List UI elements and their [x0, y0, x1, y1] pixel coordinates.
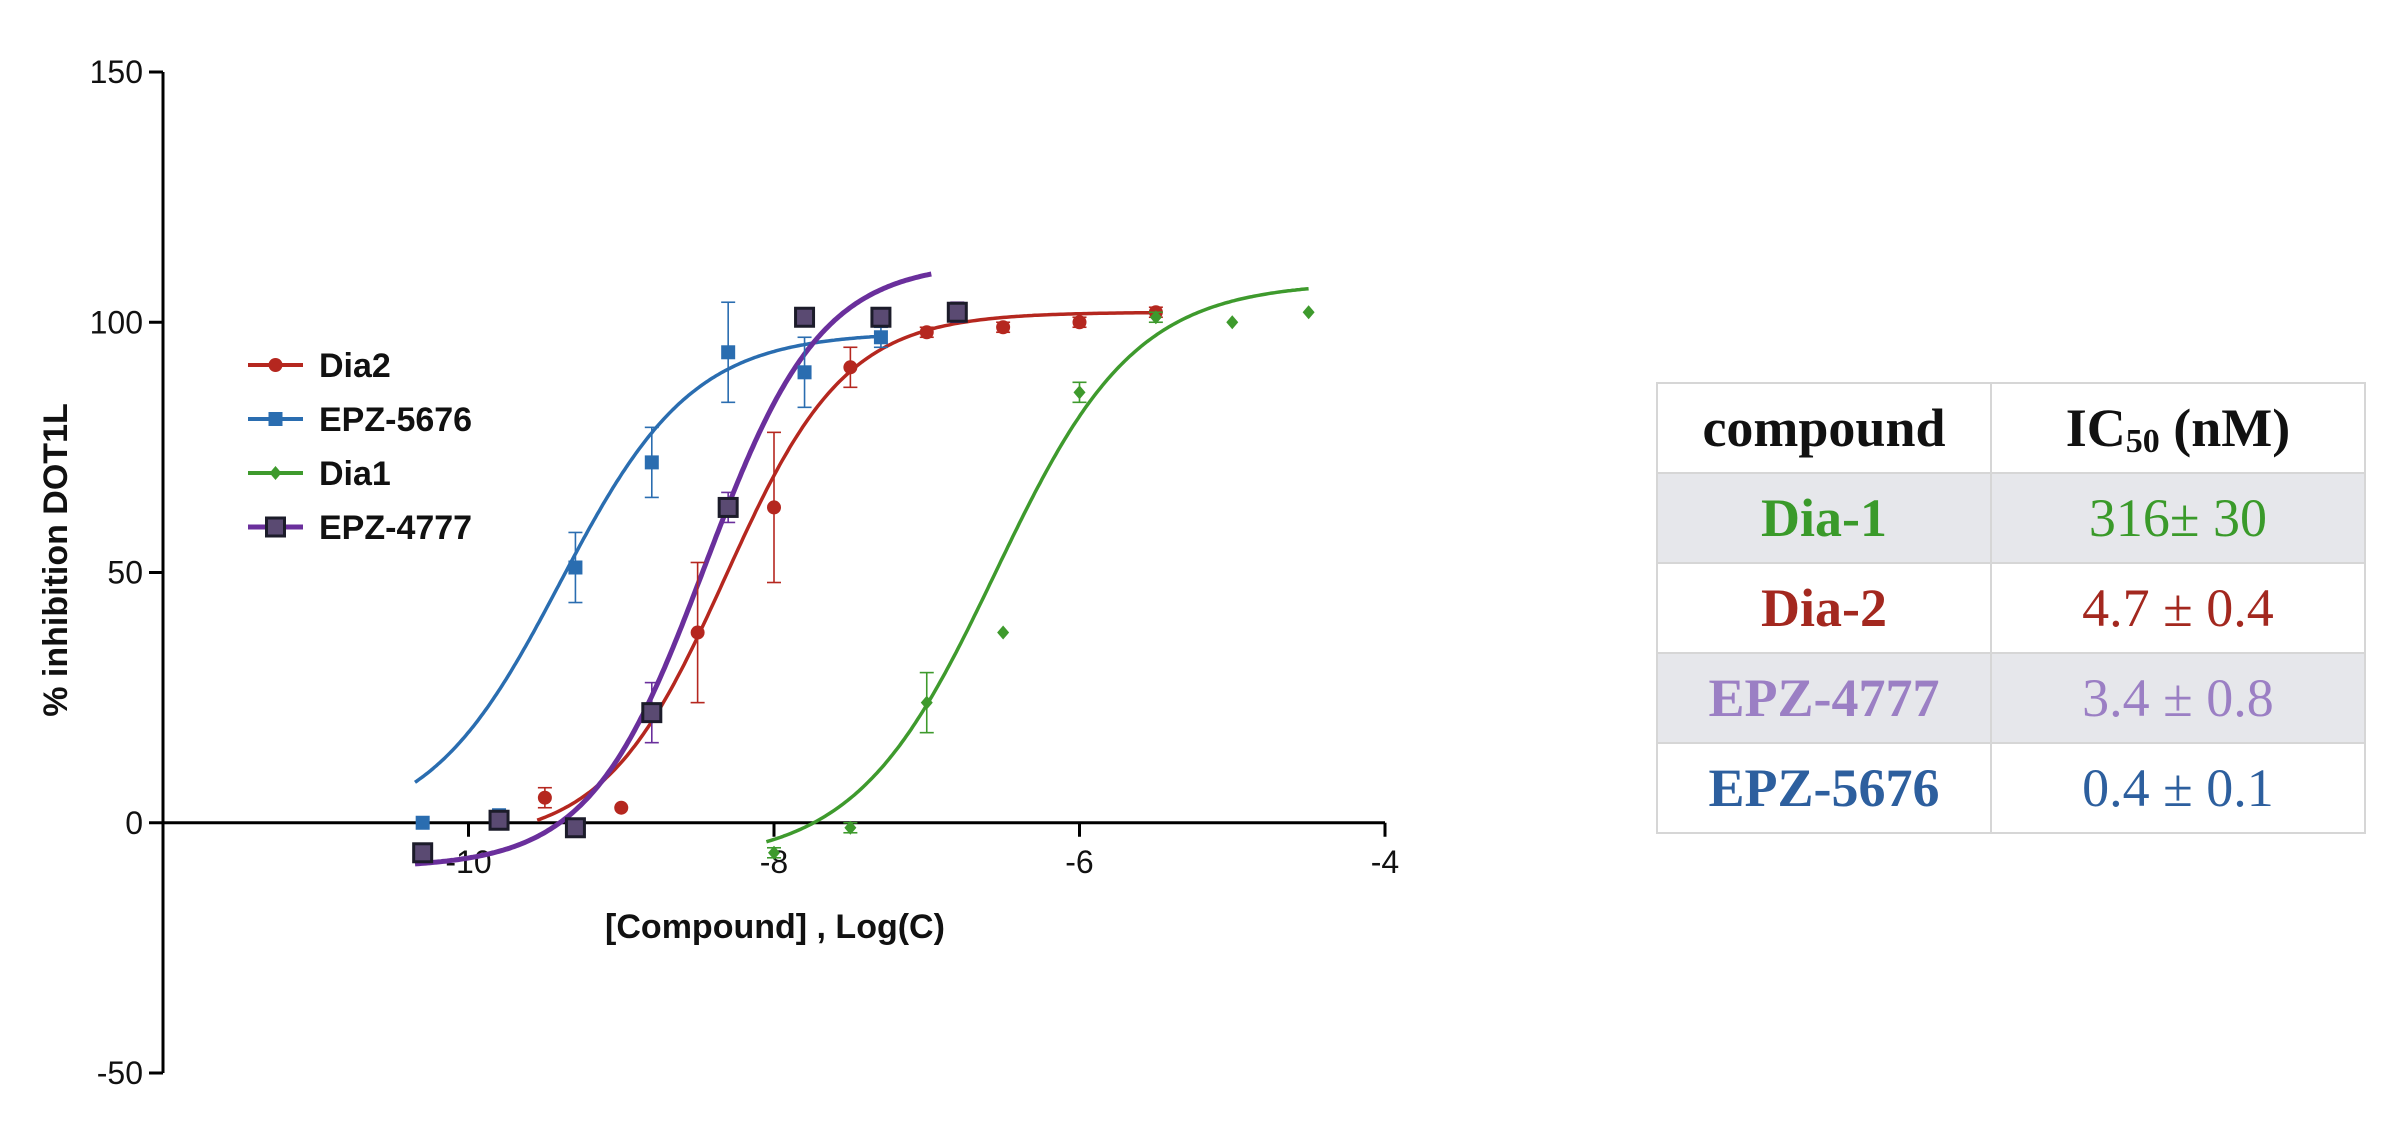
chart-legend: Dia2 EPZ-5676 Dia1 EPZ-4777 — [248, 347, 472, 547]
cell-ic50: 4.7 ± 0.4 — [1990, 562, 2366, 654]
cell-compound: Dia-1 — [1656, 472, 1992, 564]
data-point — [1302, 305, 1315, 320]
data-point — [721, 345, 736, 360]
data-point — [641, 702, 663, 724]
table-row: Dia-1 316± 30 — [1656, 472, 2366, 564]
data-point — [920, 695, 933, 710]
legend-label: Dia2 — [319, 347, 391, 385]
cell-compound: Dia-2 — [1656, 562, 1992, 654]
x-tick-label: -4 — [1371, 844, 1399, 880]
data-points — [412, 301, 1315, 864]
data-point — [412, 842, 434, 864]
data-point — [568, 560, 583, 575]
cell-ic50: 3.4 ± 0.8 — [1990, 652, 2366, 744]
data-point — [996, 320, 1011, 335]
data-point — [767, 500, 781, 515]
cell-compound: EPZ-5676 — [1656, 742, 1992, 834]
y-axis-title: % inhibition DOT1L — [37, 403, 75, 717]
fit-curve-dia1 — [765, 286, 1309, 844]
data-point — [717, 496, 739, 518]
ic50-prefix: IC — [2065, 398, 2126, 458]
data-point — [1072, 315, 1087, 330]
data-point — [870, 306, 892, 328]
data-point — [415, 815, 430, 830]
data-point — [1149, 310, 1162, 325]
data-point — [946, 301, 968, 323]
data-point — [1073, 385, 1086, 400]
y-tick-label: 0 — [125, 805, 143, 841]
table-body: Dia-1 316± 30 Dia-2 4.7 ± 0.4 EPZ-4777 3.4 ± … — [1656, 472, 2366, 834]
data-point — [690, 625, 705, 640]
ic50-table: compound IC50 (nM) Dia-1 316± 30 Dia-2 4.7 … — [1656, 382, 2366, 834]
y-tick-label: 150 — [90, 54, 143, 90]
data-point — [488, 809, 510, 831]
fit-curves — [413, 271, 1309, 867]
fit-curve-dia2 — [536, 310, 1156, 822]
data-point — [614, 800, 629, 815]
header-ic50: IC50 (nM) — [1990, 382, 2366, 474]
table-row: EPZ-4777 3.4 ± 0.8 — [1656, 652, 2366, 744]
data-point — [768, 845, 780, 860]
data-point — [644, 455, 659, 470]
x-tick-label: -6 — [1065, 844, 1093, 880]
fit-curve-epz-4777 — [414, 271, 932, 867]
legend-label: Dia1 — [319, 455, 391, 493]
data-point — [843, 360, 858, 375]
data-point — [919, 325, 934, 340]
y-tick-label: 100 — [90, 304, 143, 340]
y-tick-label: -50 — [97, 1055, 143, 1091]
data-point — [537, 790, 552, 805]
data-point — [564, 817, 586, 839]
data-point — [844, 820, 857, 835]
legend-marker — [269, 466, 282, 480]
header-compound: compound — [1656, 382, 1992, 474]
cell-ic50: 316± 30 — [1990, 472, 2366, 564]
data-point — [797, 365, 812, 380]
data-point — [794, 306, 816, 328]
ic50-suffix: (nM) — [2159, 398, 2291, 458]
table-row: Dia-2 4.7 ± 0.4 — [1656, 562, 2366, 654]
ic50-subscript: 50 — [2125, 423, 2160, 460]
x-axis-title: [Compound] , Log(C) — [605, 908, 945, 946]
table-header-row: compound IC50 (nM) — [1656, 382, 2366, 474]
legend-marker — [265, 516, 286, 538]
legend-marker — [268, 358, 283, 372]
cell-ic50: 0.4 ± 0.1 — [1990, 742, 2366, 834]
legend-label: EPZ-4777 — [319, 509, 472, 547]
legend-marker — [268, 412, 283, 426]
table-row: EPZ-5676 0.4 ± 0.1 — [1656, 742, 2366, 834]
data-point — [873, 330, 888, 345]
legend-label: EPZ-5676 — [319, 401, 472, 439]
y-tick-label: 50 — [107, 555, 143, 591]
data-point — [1226, 315, 1239, 330]
data-point — [997, 625, 1010, 640]
fit-curve-epz-5676 — [413, 334, 881, 784]
cell-compound: EPZ-4777 — [1656, 652, 1992, 744]
